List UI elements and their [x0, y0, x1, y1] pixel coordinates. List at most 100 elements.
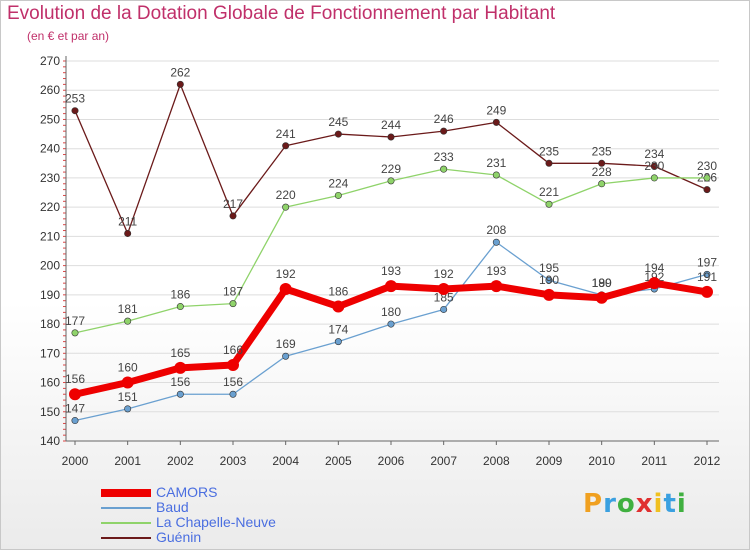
data-point-guenin [229, 212, 237, 220]
data-label-guenin: 262 [170, 65, 190, 79]
legend-swatch-camors [101, 489, 151, 497]
logo-letter: t [663, 489, 677, 519]
y-tick-label: 150 [40, 405, 60, 419]
data-point-baud [282, 352, 290, 360]
data-label-camors: 156 [65, 372, 85, 386]
x-tick-label: 2012 [694, 454, 721, 468]
legend-label-camors: CAMORS [156, 484, 218, 500]
data-label-baud: 147 [65, 402, 85, 416]
data-label-baud: 208 [486, 223, 506, 237]
data-label-la-chapelle-neuve: 181 [118, 302, 138, 316]
x-tick-label: 2004 [272, 454, 299, 468]
x-tick-label: 2009 [536, 454, 563, 468]
logo-letter: i [653, 489, 664, 519]
y-tick-label: 210 [40, 229, 60, 243]
y-tick-label: 260 [40, 83, 60, 97]
x-tick-label: 2003 [220, 454, 247, 468]
data-point-camors [174, 361, 187, 374]
x-tick-label: 2011 [641, 454, 667, 468]
data-label-la-chapelle-neuve: 230 [697, 159, 717, 173]
data-label-baud: 185 [434, 290, 454, 304]
data-label-camors: 194 [644, 261, 664, 275]
data-label-guenin: 249 [486, 103, 506, 117]
logo-letter: r [603, 489, 617, 519]
data-label-la-chapelle-neuve: 229 [381, 162, 401, 176]
data-point-la-chapelle-neuve [124, 317, 132, 325]
logo-letter: x [635, 489, 654, 519]
data-label-guenin: 245 [328, 115, 348, 129]
data-point-guenin [440, 127, 448, 135]
data-point-camors [437, 283, 450, 295]
data-point-guenin [334, 130, 342, 138]
chart-title: Evolution de la Dotation Globale de Fonc… [7, 3, 556, 24]
legend-label-la-chapelle-neuve: La Chapelle-Neuve [156, 514, 276, 530]
data-point-la-chapelle-neuve [71, 329, 79, 337]
data-point-baud [176, 390, 184, 398]
y-tick-label: 140 [40, 434, 60, 448]
y-tick-label: 240 [40, 142, 60, 156]
data-label-guenin: 235 [592, 144, 612, 158]
data-point-la-chapelle-neuve [387, 177, 395, 185]
data-label-baud: 156 [170, 375, 190, 389]
data-point-guenin [650, 162, 658, 170]
proxiti-logo: Proxiti [583, 489, 687, 519]
x-tick-label: 2005 [325, 454, 352, 468]
data-label-camors: 189 [592, 276, 612, 290]
data-point-baud [229, 390, 237, 398]
data-point-guenin [492, 118, 500, 126]
logo-letter: P [583, 489, 604, 519]
data-label-la-chapelle-neuve: 233 [434, 150, 454, 164]
legend-label-guenin: Guénin [156, 529, 202, 545]
data-label-baud: 156 [223, 375, 243, 389]
data-point-la-chapelle-neuve [176, 303, 184, 311]
data-point-camors [490, 280, 503, 293]
y-tick-label: 270 [40, 54, 60, 68]
x-tick-label: 2006 [378, 454, 405, 468]
data-point-la-chapelle-neuve [440, 165, 448, 173]
data-label-la-chapelle-neuve: 187 [223, 285, 243, 299]
data-label-camors: 186 [328, 285, 348, 299]
data-point-la-chapelle-neuve [282, 203, 290, 211]
data-point-guenin [176, 80, 184, 88]
data-point-camors [648, 277, 661, 290]
y-tick-label: 200 [40, 259, 60, 273]
data-label-la-chapelle-neuve: 230 [644, 159, 664, 173]
data-label-la-chapelle-neuve: 220 [276, 188, 296, 202]
data-point-la-chapelle-neuve [229, 300, 237, 308]
data-point-la-chapelle-neuve [545, 200, 553, 208]
data-label-camors: 160 [118, 361, 138, 375]
data-point-guenin [387, 133, 395, 141]
x-tick-label: 2002 [167, 454, 194, 468]
y-tick-label: 220 [40, 200, 60, 214]
data-point-guenin [71, 107, 79, 115]
data-point-la-chapelle-neuve [334, 191, 342, 199]
data-label-camors: 193 [486, 264, 506, 278]
data-point-la-chapelle-neuve [598, 180, 606, 188]
data-point-baud [71, 417, 79, 425]
y-tick-label: 160 [40, 376, 60, 390]
data-label-la-chapelle-neuve: 224 [328, 176, 348, 190]
data-label-guenin: 241 [276, 127, 296, 141]
data-label-guenin: 234 [644, 147, 664, 161]
x-tick-label: 2008 [483, 454, 510, 468]
legend-swatch-baud [101, 507, 151, 509]
legend-swatch-la-chapelle-neuve [101, 522, 151, 524]
data-label-baud: 195 [539, 261, 559, 275]
data-point-camors [701, 285, 713, 298]
data-point-camors [543, 288, 555, 301]
data-label-la-chapelle-neuve: 231 [486, 156, 506, 170]
data-label-guenin: 217 [223, 197, 243, 211]
data-label-camors: 166 [223, 343, 243, 357]
data-point-guenin [545, 159, 553, 167]
legend-swatch-guenin [101, 537, 151, 539]
data-label-camors: 190 [539, 273, 559, 287]
data-point-camors [69, 388, 81, 401]
data-label-baud: 180 [381, 305, 401, 319]
data-label-camors: 192 [434, 267, 454, 281]
data-label-camors: 193 [381, 264, 401, 278]
data-label-camors: 165 [170, 346, 190, 360]
data-point-guenin [703, 186, 711, 194]
data-label-camors: 192 [276, 267, 296, 281]
data-point-camors [121, 376, 134, 389]
